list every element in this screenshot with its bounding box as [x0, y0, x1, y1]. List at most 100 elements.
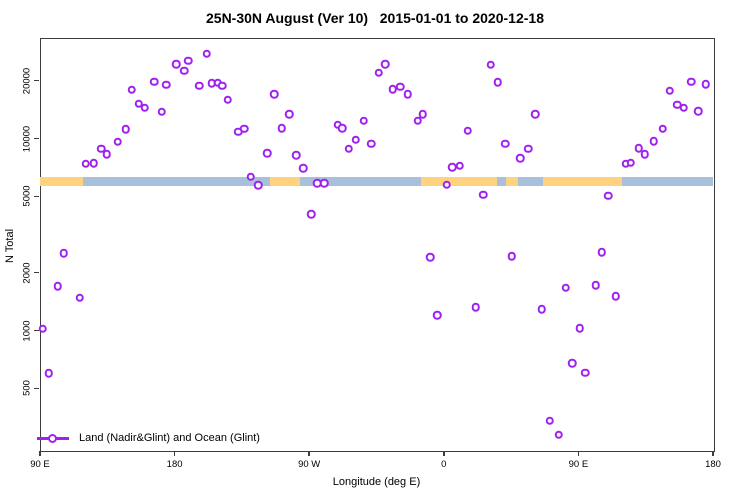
data-point	[113, 137, 123, 146]
data-point	[195, 81, 204, 90]
data-point	[396, 82, 405, 91]
data-point	[455, 161, 464, 170]
x-tick-label: 90 W	[298, 459, 321, 470]
data-point	[693, 107, 703, 116]
y-axis-tick	[34, 79, 39, 82]
data-point	[500, 139, 510, 148]
data-point	[463, 126, 472, 135]
data-point	[359, 116, 369, 126]
data-point	[319, 179, 329, 188]
data-point	[44, 369, 54, 378]
data-point	[246, 172, 256, 181]
surface-band-segment-land	[421, 177, 497, 186]
legend-circle-icon	[48, 433, 57, 443]
data-point	[38, 324, 48, 334]
data-point	[537, 305, 546, 314]
data-point	[591, 281, 600, 290]
y-tick-label: 500	[21, 380, 33, 397]
x-axis-tick	[308, 451, 310, 456]
data-point	[223, 95, 232, 105]
data-point	[374, 68, 383, 77]
data-point	[97, 144, 106, 153]
data-point	[479, 190, 488, 199]
surface-band-segment-land	[505, 177, 518, 186]
data-point	[626, 158, 635, 167]
surface-band-segment-ocean	[517, 177, 543, 186]
x-axis-tick	[443, 451, 445, 456]
data-point	[524, 144, 533, 153]
y-tick-label: 10000	[21, 125, 33, 152]
data-point	[121, 125, 131, 134]
data-point	[75, 293, 84, 303]
surface-band-segment-land	[269, 177, 301, 186]
data-point	[162, 80, 171, 90]
data-point	[180, 66, 189, 75]
y-axis-tick	[34, 387, 39, 390]
data-point	[665, 86, 674, 95]
data-point	[53, 282, 63, 291]
data-point	[239, 124, 249, 133]
data-point	[89, 158, 99, 168]
data-point	[604, 191, 613, 201]
y-axis-tick	[34, 137, 39, 140]
data-point	[493, 77, 502, 87]
x-axis-tick	[712, 451, 714, 456]
data-point	[403, 90, 413, 99]
surface-band-segment-ocean	[621, 177, 713, 186]
y-axis-title: N Total	[4, 228, 16, 264]
x-axis-tick	[577, 451, 580, 456]
data-point	[254, 180, 263, 190]
data-point	[413, 116, 422, 126]
x-tick-label: 90 E	[568, 459, 589, 470]
data-point	[442, 180, 452, 189]
x-axis-title: Longitude (deg E)	[332, 476, 421, 488]
data-point	[649, 136, 659, 146]
data-point	[367, 139, 376, 148]
data-point	[157, 107, 167, 116]
data-point	[418, 109, 428, 119]
data-point	[486, 60, 496, 69]
y-tick-label: 2000	[21, 262, 33, 284]
chart-title: 25N-30N August (Ver 10) 2015-01-01 to 20…	[206, 10, 544, 26]
data-point	[640, 150, 650, 159]
data-point	[507, 252, 517, 261]
data-point	[150, 77, 159, 86]
surface-band-segment-ocean	[82, 177, 270, 186]
data-point	[634, 144, 644, 153]
data-point	[183, 56, 193, 65]
data-point	[426, 253, 435, 262]
data-point	[59, 248, 69, 258]
data-point	[381, 60, 390, 69]
x-axis-tick	[39, 451, 41, 456]
surface-band-segment-ocean	[496, 177, 506, 186]
data-point	[515, 153, 525, 163]
data-point	[218, 81, 227, 90]
data-point	[284, 109, 294, 119]
y-axis-tick	[34, 271, 39, 274]
data-point	[530, 109, 540, 119]
data-point	[202, 49, 211, 59]
data-point	[102, 150, 111, 159]
surface-band-segment-land	[40, 177, 83, 186]
data-point	[127, 85, 137, 95]
data-point	[580, 368, 590, 377]
data-point	[471, 303, 481, 312]
legend-label: Land (Nadir&Glint) and Ocean (Glint)	[79, 432, 260, 444]
legend: Land (Nadir&Glint) and Ocean (Glint)	[37, 432, 260, 444]
data-point	[597, 247, 606, 257]
data-point	[351, 135, 360, 144]
x-tick-label: 180	[705, 459, 721, 470]
data-point	[81, 159, 90, 168]
x-tick-label: 180	[166, 459, 183, 470]
data-point	[561, 283, 570, 292]
data-point	[171, 59, 181, 69]
legend-marker-icon	[37, 433, 69, 443]
data-point	[140, 103, 149, 112]
data-point	[337, 123, 347, 133]
data-point	[568, 359, 577, 368]
data-point	[658, 124, 668, 133]
data-point	[611, 291, 621, 301]
surface-band-segment-ocean	[300, 177, 422, 186]
x-axis-tick	[173, 451, 176, 456]
data-point	[269, 89, 279, 99]
